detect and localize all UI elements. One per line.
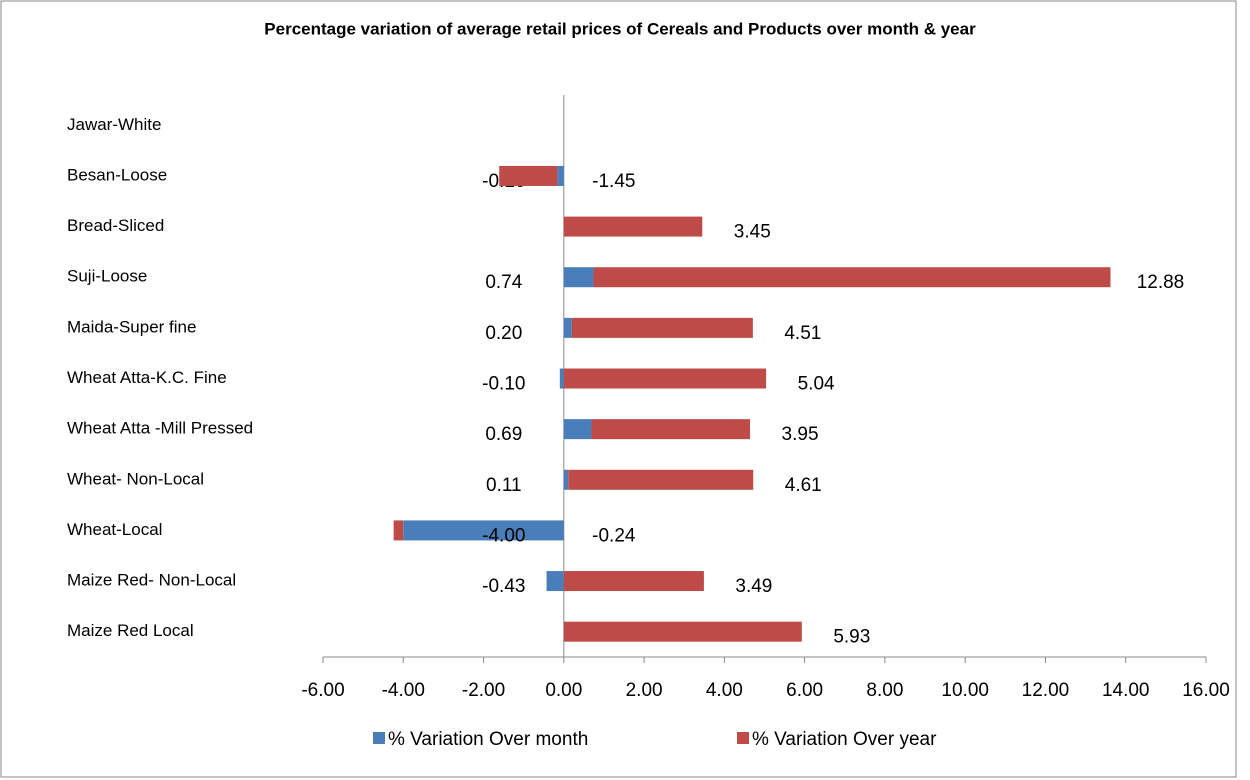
category-label: Besan-Loose (67, 165, 167, 184)
legend-label: % Variation Over month (388, 729, 588, 750)
data-label: 0.11 (486, 475, 522, 496)
data-label: 4.51 (784, 323, 821, 344)
x-tick-label: 16.00 (1182, 680, 1230, 701)
category-label: Jawar-White (67, 115, 161, 134)
bar (563, 368, 767, 389)
category-label: Maize Red- Non-Local (67, 571, 236, 590)
category-label: Wheat- Non-Local (67, 469, 204, 488)
bar (563, 317, 572, 338)
category-label: Wheat-Local (67, 520, 162, 539)
x-tick-label: 6.00 (786, 680, 823, 701)
bar (563, 267, 594, 288)
bar (393, 520, 404, 541)
x-tick-label: 2.00 (626, 680, 663, 701)
bar (563, 216, 703, 237)
data-label: 0.74 (485, 272, 522, 293)
data-label: -4.00 (482, 525, 525, 546)
data-label: -0.10 (482, 374, 525, 395)
bar (403, 520, 564, 541)
data-label: 12.88 (1137, 272, 1185, 293)
category-label: Wheat Atta -Mill Pressed (67, 419, 253, 438)
bar (563, 469, 569, 490)
category-label: Maida-Super fine (67, 317, 196, 336)
legend-swatch (373, 732, 385, 744)
category-label: Bread-Sliced (67, 216, 164, 235)
data-label: 4.61 (785, 475, 822, 496)
x-tick-label: 12.00 (1022, 680, 1070, 701)
x-tick-label: 4.00 (706, 680, 743, 701)
bar (563, 621, 802, 642)
data-label: -1.45 (592, 171, 635, 192)
bar (563, 419, 592, 440)
legend-swatch (737, 732, 749, 744)
chart-title: Percentage variation of average retail p… (264, 19, 976, 38)
category-label: Wheat Atta-K.C. Fine (67, 368, 227, 387)
data-label: 5.93 (833, 627, 870, 648)
data-label: 3.45 (734, 222, 771, 243)
bar (557, 165, 564, 186)
bar (593, 267, 1111, 288)
x-tick-label: -4.00 (382, 680, 425, 701)
bar (591, 419, 751, 440)
data-label: -0.43 (482, 576, 525, 597)
x-tick-label: 8.00 (866, 680, 903, 701)
bar (499, 165, 558, 186)
data-label: -0.24 (592, 525, 636, 546)
bar (571, 317, 753, 338)
x-tick-label: 14.00 (1102, 680, 1150, 701)
legend-label: % Variation Over year (752, 729, 937, 750)
bar (546, 571, 564, 592)
data-label: 3.49 (735, 576, 772, 597)
bar (559, 368, 564, 389)
bar (563, 571, 704, 592)
data-label: 0.20 (485, 323, 522, 344)
data-label: 3.95 (782, 424, 819, 445)
bar (568, 469, 754, 490)
x-tick-label: -6.00 (301, 680, 344, 701)
x-tick-label: 0.00 (545, 680, 582, 701)
x-tick-label: -2.00 (462, 680, 505, 701)
x-tick-label: 10.00 (941, 680, 989, 701)
data-label: 0.69 (485, 424, 522, 445)
category-label: Maize Red Local (67, 621, 194, 640)
data-label: 5.04 (798, 374, 835, 395)
category-label: Suji-Loose (67, 267, 147, 286)
